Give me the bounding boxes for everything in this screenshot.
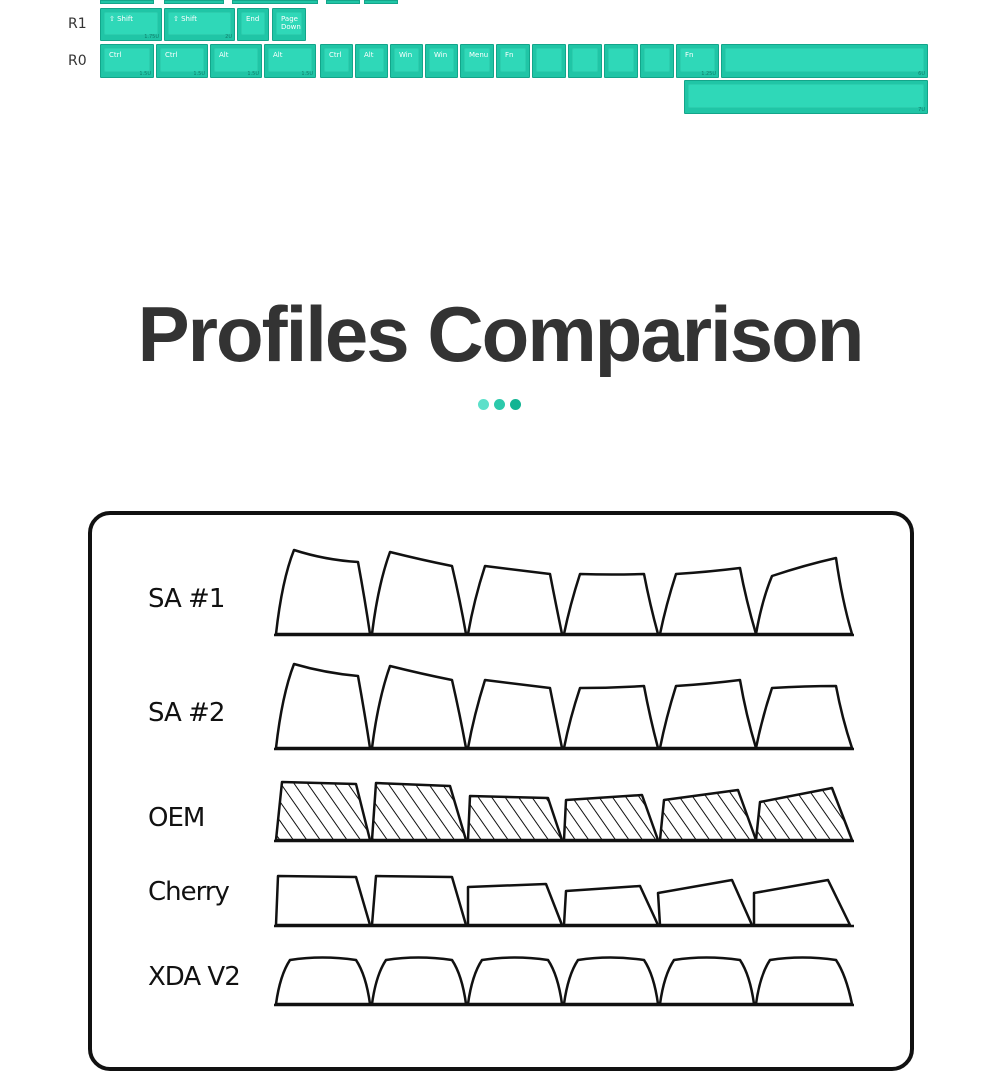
- dot: [478, 399, 489, 410]
- xda-keycaps: [274, 956, 854, 1007]
- sa2-keycaps: [274, 662, 854, 751]
- decorative-dots: [478, 399, 522, 411]
- key-spacebar-6u: 6U: [721, 44, 928, 78]
- key-ctrl-small: Ctrl: [320, 44, 353, 78]
- key-fn-right: Fn 1.25U: [676, 44, 719, 78]
- key-end: End: [237, 8, 269, 41]
- key-fn: Fn: [496, 44, 530, 78]
- key-alt: Alt 1.5U: [210, 44, 262, 78]
- key-strip: [100, 0, 154, 4]
- oem-keycaps: [274, 780, 854, 843]
- key-strip: [164, 0, 224, 4]
- key-strip: [364, 0, 398, 4]
- profile-drawings: [274, 548, 854, 1007]
- key-shift-right: ⇧ Shift 2U: [164, 8, 235, 41]
- profile-label-oem: OEM: [148, 803, 205, 833]
- key-blank: [604, 44, 638, 78]
- key-blank: [568, 44, 602, 78]
- key-ctrl: Ctrl 1.5U: [156, 44, 208, 78]
- key-win: Win: [425, 44, 458, 78]
- profile-label-xda: XDA V2: [148, 962, 241, 992]
- key-alt: Alt 1.5U: [264, 44, 316, 78]
- row-label-r0: R0: [68, 53, 87, 69]
- profile-label-cherry: Cherry: [148, 877, 230, 907]
- profiles-panel: [88, 511, 914, 1071]
- sa1-keycaps: [274, 548, 854, 637]
- key-shift-left: ⇧ Shift 1.75U: [100, 8, 162, 41]
- profile-label-sa2: SA #2: [148, 698, 225, 728]
- key-strip: [232, 0, 318, 4]
- keyboard-layout: R1 R0 ⇧ Shift 1.75U ⇧ Shift 2U End Page …: [0, 0, 1000, 130]
- key-spacebar-7u: 7U: [684, 80, 928, 114]
- dot: [510, 399, 521, 410]
- dot: [494, 399, 505, 410]
- key-alt-small: Alt: [355, 44, 388, 78]
- key-strip: [326, 0, 360, 4]
- row-label-r1: R1: [68, 16, 87, 32]
- key-menu: Menu: [460, 44, 494, 78]
- key-win: Win: [390, 44, 423, 78]
- profile-label-sa1: SA #1: [148, 584, 225, 614]
- key-blank: [532, 44, 566, 78]
- section-title: Profiles Comparison: [137, 290, 865, 378]
- key-ctrl-left: Ctrl 1.5U: [100, 44, 154, 78]
- cherry-keycaps: [274, 874, 854, 928]
- key-blank: [640, 44, 674, 78]
- key-page-down: Page Down: [272, 8, 306, 41]
